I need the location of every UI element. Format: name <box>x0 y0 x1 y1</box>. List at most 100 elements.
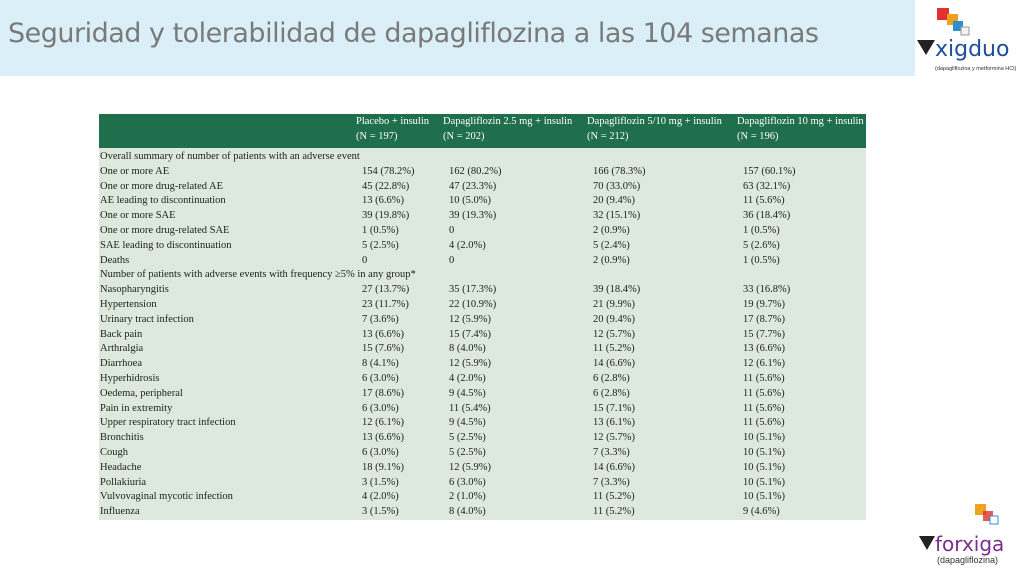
cell-value: 10 (5.1%) <box>743 461 785 473</box>
cell-value: 8 (4.1%) <box>362 358 399 370</box>
column-header: Dapagliflozin 5/10 mg + insulin <box>587 116 722 127</box>
cell-value: 6 (3.0%) <box>362 402 399 414</box>
cell-value: 6 (2.8%) <box>593 387 630 399</box>
cell-value: 14 (6.6%) <box>593 461 635 473</box>
slide-title: Seguridad y tolerabilidad de dapaglifloz… <box>8 18 819 49</box>
cell-value: 36 (18.4%) <box>743 210 791 222</box>
row-label: Pollakiuria <box>100 476 147 488</box>
xigduo-name: xigduo <box>935 37 1009 62</box>
cell-value: 11 (5.6%) <box>743 417 785 429</box>
cell-value: 157 (60.1%) <box>743 165 796 177</box>
cell-value: 10 (5.1%) <box>743 491 785 503</box>
forxiga-name: forxiga <box>935 532 1004 556</box>
cell-value: 11 (5.6%) <box>743 387 785 399</box>
cell-value: 27 (13.7%) <box>362 284 410 296</box>
cell-value: 4 (2.0%) <box>362 491 399 503</box>
cell-value: 10 (5.1%) <box>743 447 785 458</box>
row-label: Upper respiratory tract infection <box>100 417 236 429</box>
cell-value: 5 (2.4%) <box>593 239 630 251</box>
cell-value: 15 (7.6%) <box>362 343 404 355</box>
cell-value: 14 (6.6%) <box>593 358 635 370</box>
cell-value: 0 <box>449 254 455 266</box>
cell-value: 9 (4.5%) <box>449 417 486 429</box>
cell-value: 10 (5.1%) <box>743 432 785 444</box>
cell-value: 10 (5.0%) <box>449 195 491 207</box>
cell-value: 7 (3.3%) <box>593 476 630 488</box>
cell-value: 5 (2.6%) <box>743 239 780 251</box>
column-header: Dapagliflozin 10 mg + insulin <box>737 116 864 127</box>
row-label: Pain in extremity <box>100 402 173 414</box>
column-header: Dapagliflozin 2.5 mg + insulin <box>443 116 573 127</box>
cell-value: 39 (19.8%) <box>362 210 410 222</box>
cell-value: 22 (10.9%) <box>449 299 497 310</box>
cell-value: 6 (3.0%) <box>362 373 399 384</box>
xigduo-logo: xigduo (dapagliflozina y metformina HCl) <box>917 8 1016 72</box>
cell-value: 17 (8.6%) <box>362 387 404 399</box>
cell-value: 166 (78.3%) <box>593 165 646 177</box>
cell-value: 12 (5.9%) <box>449 461 491 473</box>
row-label: Urinary tract infection <box>100 313 194 325</box>
cell-value: 20 (9.4%) <box>593 195 635 207</box>
cell-value: 0 <box>449 225 455 236</box>
column-header: (N = 197) <box>356 131 398 142</box>
cell-value: 21 (9.9%) <box>593 299 635 310</box>
cell-value: 13 (6.1%) <box>593 417 635 429</box>
row-label: Diarrhoea <box>100 358 142 370</box>
cell-value: 3 (1.5%) <box>362 476 399 488</box>
cell-value: 39 (19.3%) <box>449 210 497 222</box>
cell-value: 10 (5.1%) <box>743 476 785 488</box>
cell-value: 2 (0.9%) <box>593 254 630 266</box>
cell-value: 13 (6.6%) <box>362 432 404 444</box>
row-label: Arthralgia <box>100 343 144 355</box>
cell-value: 6 (2.8%) <box>593 373 630 384</box>
cell-value: 15 (7.7%) <box>743 328 785 340</box>
cell-value: 20 (9.4%) <box>593 313 635 325</box>
cell-value: 162 (80.2%) <box>449 165 502 177</box>
cell-value: 23 (11.7%) <box>362 299 409 310</box>
cell-value: 70 (33.0%) <box>593 180 641 192</box>
row-label: SAE leading to discontinuation <box>100 239 232 251</box>
cell-value: 33 (16.8%) <box>743 284 791 296</box>
row-label: Bronchitis <box>100 432 144 444</box>
row-label: Oedema, peripheral <box>100 387 183 399</box>
cell-value: 11 (5.6%) <box>743 402 785 414</box>
cell-value: 11 (5.6%) <box>743 373 785 384</box>
cell-value: 5 (2.5%) <box>362 239 399 251</box>
cell-value: 9 (4.6%) <box>743 506 780 518</box>
cell-value: 1 (0.5%) <box>743 225 780 236</box>
cell-value: 2 (0.9%) <box>593 225 630 236</box>
forxiga-subtitle: (dapagliflozina) <box>937 555 998 565</box>
cell-value: 12 (5.9%) <box>449 358 491 370</box>
cell-value: 12 (6.1%) <box>362 417 404 429</box>
cell-value: 11 (5.2%) <box>593 506 635 518</box>
column-header: (N = 202) <box>443 131 485 142</box>
cell-value: 15 (7.1%) <box>593 402 635 414</box>
header-band <box>0 0 915 76</box>
section-label: Number of patients with adverse events w… <box>100 269 416 281</box>
cell-value: 5 (2.5%) <box>449 432 486 444</box>
cell-value: 9 (4.5%) <box>449 387 486 399</box>
row-label: Vulvovaginal mycotic infection <box>100 491 233 503</box>
row-label: One or more AE <box>100 165 170 177</box>
cell-value: 4 (2.0%) <box>449 239 486 251</box>
cell-value: 63 (32.1%) <box>743 180 791 192</box>
cell-value: 12 (6.1%) <box>743 358 785 370</box>
cell-value: 19 (9.7%) <box>743 299 785 310</box>
cell-value: 1 (0.5%) <box>362 225 399 236</box>
row-label: One or more SAE <box>100 210 176 222</box>
cell-value: 6 (3.0%) <box>362 447 399 458</box>
cell-value: 11 (5.6%) <box>743 195 785 207</box>
column-header: (N = 212) <box>587 131 629 142</box>
cell-value: 11 (5.2%) <box>593 491 635 503</box>
row-label: Hyperhidrosis <box>100 373 160 384</box>
cell-value: 8 (4.0%) <box>449 343 486 355</box>
forxiga-logo: forxiga (dapagliflozina) <box>919 504 1004 565</box>
row-label: Deaths <box>100 254 130 266</box>
cell-value: 154 (78.2%) <box>362 165 415 177</box>
cell-value: 1 (0.5%) <box>743 254 780 266</box>
row-label: AE leading to discontinuation <box>100 195 226 207</box>
cell-value: 0 <box>362 254 368 266</box>
cell-value: 13 (6.6%) <box>362 195 404 207</box>
cell-value: 6 (3.0%) <box>449 476 486 488</box>
